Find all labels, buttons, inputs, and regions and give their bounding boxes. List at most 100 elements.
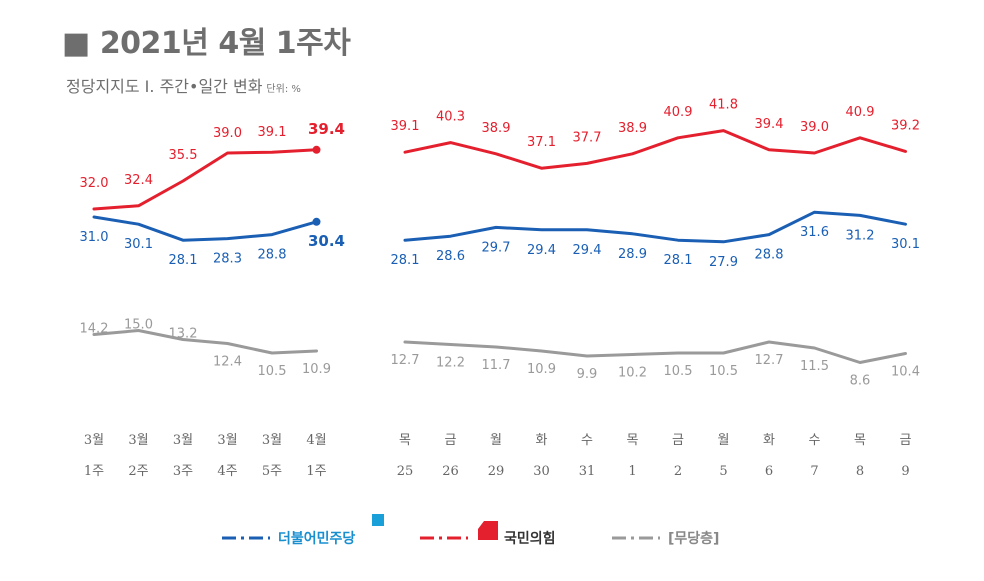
x-tick-bottom-daily: 25 (397, 464, 414, 479)
data-label-daily-더불어민주당: 28.8 (755, 248, 784, 263)
data-label-daily-국민의힘: 38.9 (482, 121, 511, 136)
data-label-weekly-더불어민주당: 30.1 (124, 237, 153, 252)
x-tick-top-weekly: 3월 (173, 433, 193, 448)
data-label-weekly-무당층: 10.5 (258, 364, 287, 379)
data-label-weekly-국민의힘: 39.1 (258, 125, 287, 140)
data-label-daily-더불어민주당: 29.4 (573, 243, 602, 258)
data-label-daily-더불어민주당: 28.1 (391, 253, 420, 268)
legend-label-국민의힘: 국민의힘 (504, 530, 556, 547)
x-tick-top-weekly: 4월 (306, 433, 326, 448)
party-logo-icon (478, 521, 498, 540)
data-label-weekly-국민의힘: 39.0 (213, 126, 242, 141)
data-label-daily-무당층: 8.6 (850, 374, 871, 389)
data-label-weekly-국민의힘: 32.4 (124, 173, 153, 188)
x-tick-top-daily: 화 (536, 433, 548, 448)
data-label-daily-국민의힘: 37.7 (573, 130, 602, 145)
x-tick-top-daily: 목 (399, 433, 411, 448)
x-tick-top-daily: 목 (854, 433, 866, 448)
x-tick-bottom-weekly: 5주 (262, 464, 282, 479)
legend-label-더불어민주당: 더불어민주당 (278, 530, 355, 547)
series-line-daily-무당층 (403, 340, 907, 364)
data-label-daily-국민의힘: 39.4 (755, 117, 784, 132)
x-tick-top-daily: 금 (672, 433, 684, 448)
x-tick-bottom-daily: 6 (765, 464, 773, 479)
data-label-daily-국민의힘: 38.9 (618, 121, 647, 136)
data-label-daily-무당층: 12.2 (436, 356, 465, 371)
x-tick-top-daily: 수 (809, 433, 821, 448)
x-tick-top-weekly: 3월 (128, 433, 148, 448)
data-label-daily-무당층: 10.4 (891, 365, 920, 380)
title-square-icon: ■ (62, 26, 90, 61)
chart-title: ■ 2021년 4월 1주차 (62, 18, 351, 62)
data-label-daily-더불어민주당: 28.1 (664, 253, 693, 268)
data-label-weekly-국민의힘: 32.0 (80, 176, 109, 191)
x-tick-top-daily: 금 (900, 433, 912, 448)
data-label-weekly-더불어민주당: 28.8 (258, 248, 287, 263)
x-tick-bottom-weekly: 3주 (173, 464, 193, 479)
data-label-daily-무당층: 11.7 (482, 358, 511, 373)
x-tick-bottom-daily: 5 (719, 464, 727, 479)
x-tick-top-daily: 월 (490, 433, 502, 448)
data-label-daily-무당층: 10.5 (709, 364, 738, 379)
data-label-weekly-더불어민주당: 31.0 (80, 230, 109, 245)
x-tick-bottom-daily: 29 (488, 464, 505, 479)
data-label-weekly-국민의힘: 39.4 (308, 120, 345, 138)
x-tick-top-weekly: 3월 (217, 433, 237, 448)
data-label-daily-국민의힘: 39.1 (391, 119, 420, 134)
data-label-weekly-더불어민주당: 30.4 (308, 232, 345, 250)
data-label-daily-국민의힘: 40.9 (664, 105, 693, 120)
data-label-weekly-국민의힘: 35.5 (169, 148, 198, 163)
x-tick-bottom-weekly: 2주 (128, 464, 148, 479)
x-tick-bottom-daily: 26 (442, 464, 459, 479)
subtitle-text: 정당지지도 Ⅰ. 주간•일간 변화 (66, 77, 263, 96)
data-point-weekly-더불어민주당 (312, 217, 321, 226)
data-label-daily-더불어민주당: 27.9 (709, 255, 738, 270)
data-label-daily-더불어민주당: 28.9 (618, 247, 647, 262)
x-tick-bottom-weekly: 4주 (217, 464, 237, 479)
data-label-weekly-더불어민주당: 28.1 (169, 253, 198, 268)
x-tick-top-daily: 수 (581, 433, 593, 448)
chart-subtitle: 정당지지도 Ⅰ. 주간•일간 변화 단위: % (66, 73, 301, 97)
x-tick-top-daily: 금 (445, 433, 457, 448)
data-label-daily-국민의힘: 37.1 (527, 135, 556, 150)
x-tick-bottom-daily: 8 (856, 464, 864, 479)
data-label-daily-무당층: 9.9 (577, 367, 598, 382)
x-tick-bottom-daily: 31 (579, 464, 596, 479)
legend-label-[무당층]: [무당층] (668, 530, 719, 547)
x-tick-bottom-daily: 7 (810, 464, 818, 479)
data-label-daily-국민의힘: 40.3 (436, 110, 465, 125)
data-label-daily-더불어민주당: 28.6 (436, 249, 465, 264)
data-label-weekly-무당층: 15.0 (124, 318, 153, 333)
data-label-daily-국민의힘: 39.0 (800, 120, 829, 135)
data-label-weekly-무당층: 12.4 (213, 355, 242, 370)
x-tick-bottom-weekly: 1주 (306, 464, 326, 479)
data-label-daily-더불어민주당: 31.6 (800, 225, 829, 240)
data-label-daily-무당층: 11.5 (800, 359, 829, 374)
data-label-daily-더불어민주당: 29.7 (482, 240, 511, 255)
data-label-weekly-무당층: 10.9 (302, 362, 331, 377)
data-label-daily-무당층: 12.7 (391, 353, 420, 368)
series-layer: 32.0 32.4 35.5 39.0 39.1 39.4 31.0 30.1 28.1 28.3… (80, 98, 920, 389)
data-label-daily-더불어민주당: 31.2 (846, 228, 875, 243)
x-tick-bottom-daily: 30 (533, 464, 550, 479)
data-label-weekly-더불어민주당: 28.3 (213, 252, 242, 267)
data-label-daily-더불어민주당: 30.1 (891, 237, 920, 252)
data-label-daily-무당층: 12.7 (755, 353, 784, 368)
x-tick-bottom-weekly: 1주 (84, 464, 104, 479)
data-label-daily-무당층: 10.5 (664, 364, 693, 379)
x-tick-top-weekly: 3월 (262, 433, 282, 448)
x-tick-top-weekly: 3월 (84, 433, 104, 448)
data-label-daily-국민의힘: 40.9 (846, 105, 875, 120)
data-label-daily-무당층: 10.9 (527, 362, 556, 377)
title-text: 2021년 4월 1주차 (99, 26, 351, 61)
x-tick-bottom-daily: 9 (901, 464, 909, 479)
series-line-weekly-국민의힘 (92, 148, 318, 211)
unit-label: 단위: % (266, 84, 301, 95)
x-tick-top-daily: 월 (718, 433, 730, 448)
x-tick-bottom-daily: 1 (628, 464, 636, 479)
series-line-weekly-무당층 (92, 329, 318, 355)
data-point-weekly-국민의힘 (312, 145, 321, 154)
